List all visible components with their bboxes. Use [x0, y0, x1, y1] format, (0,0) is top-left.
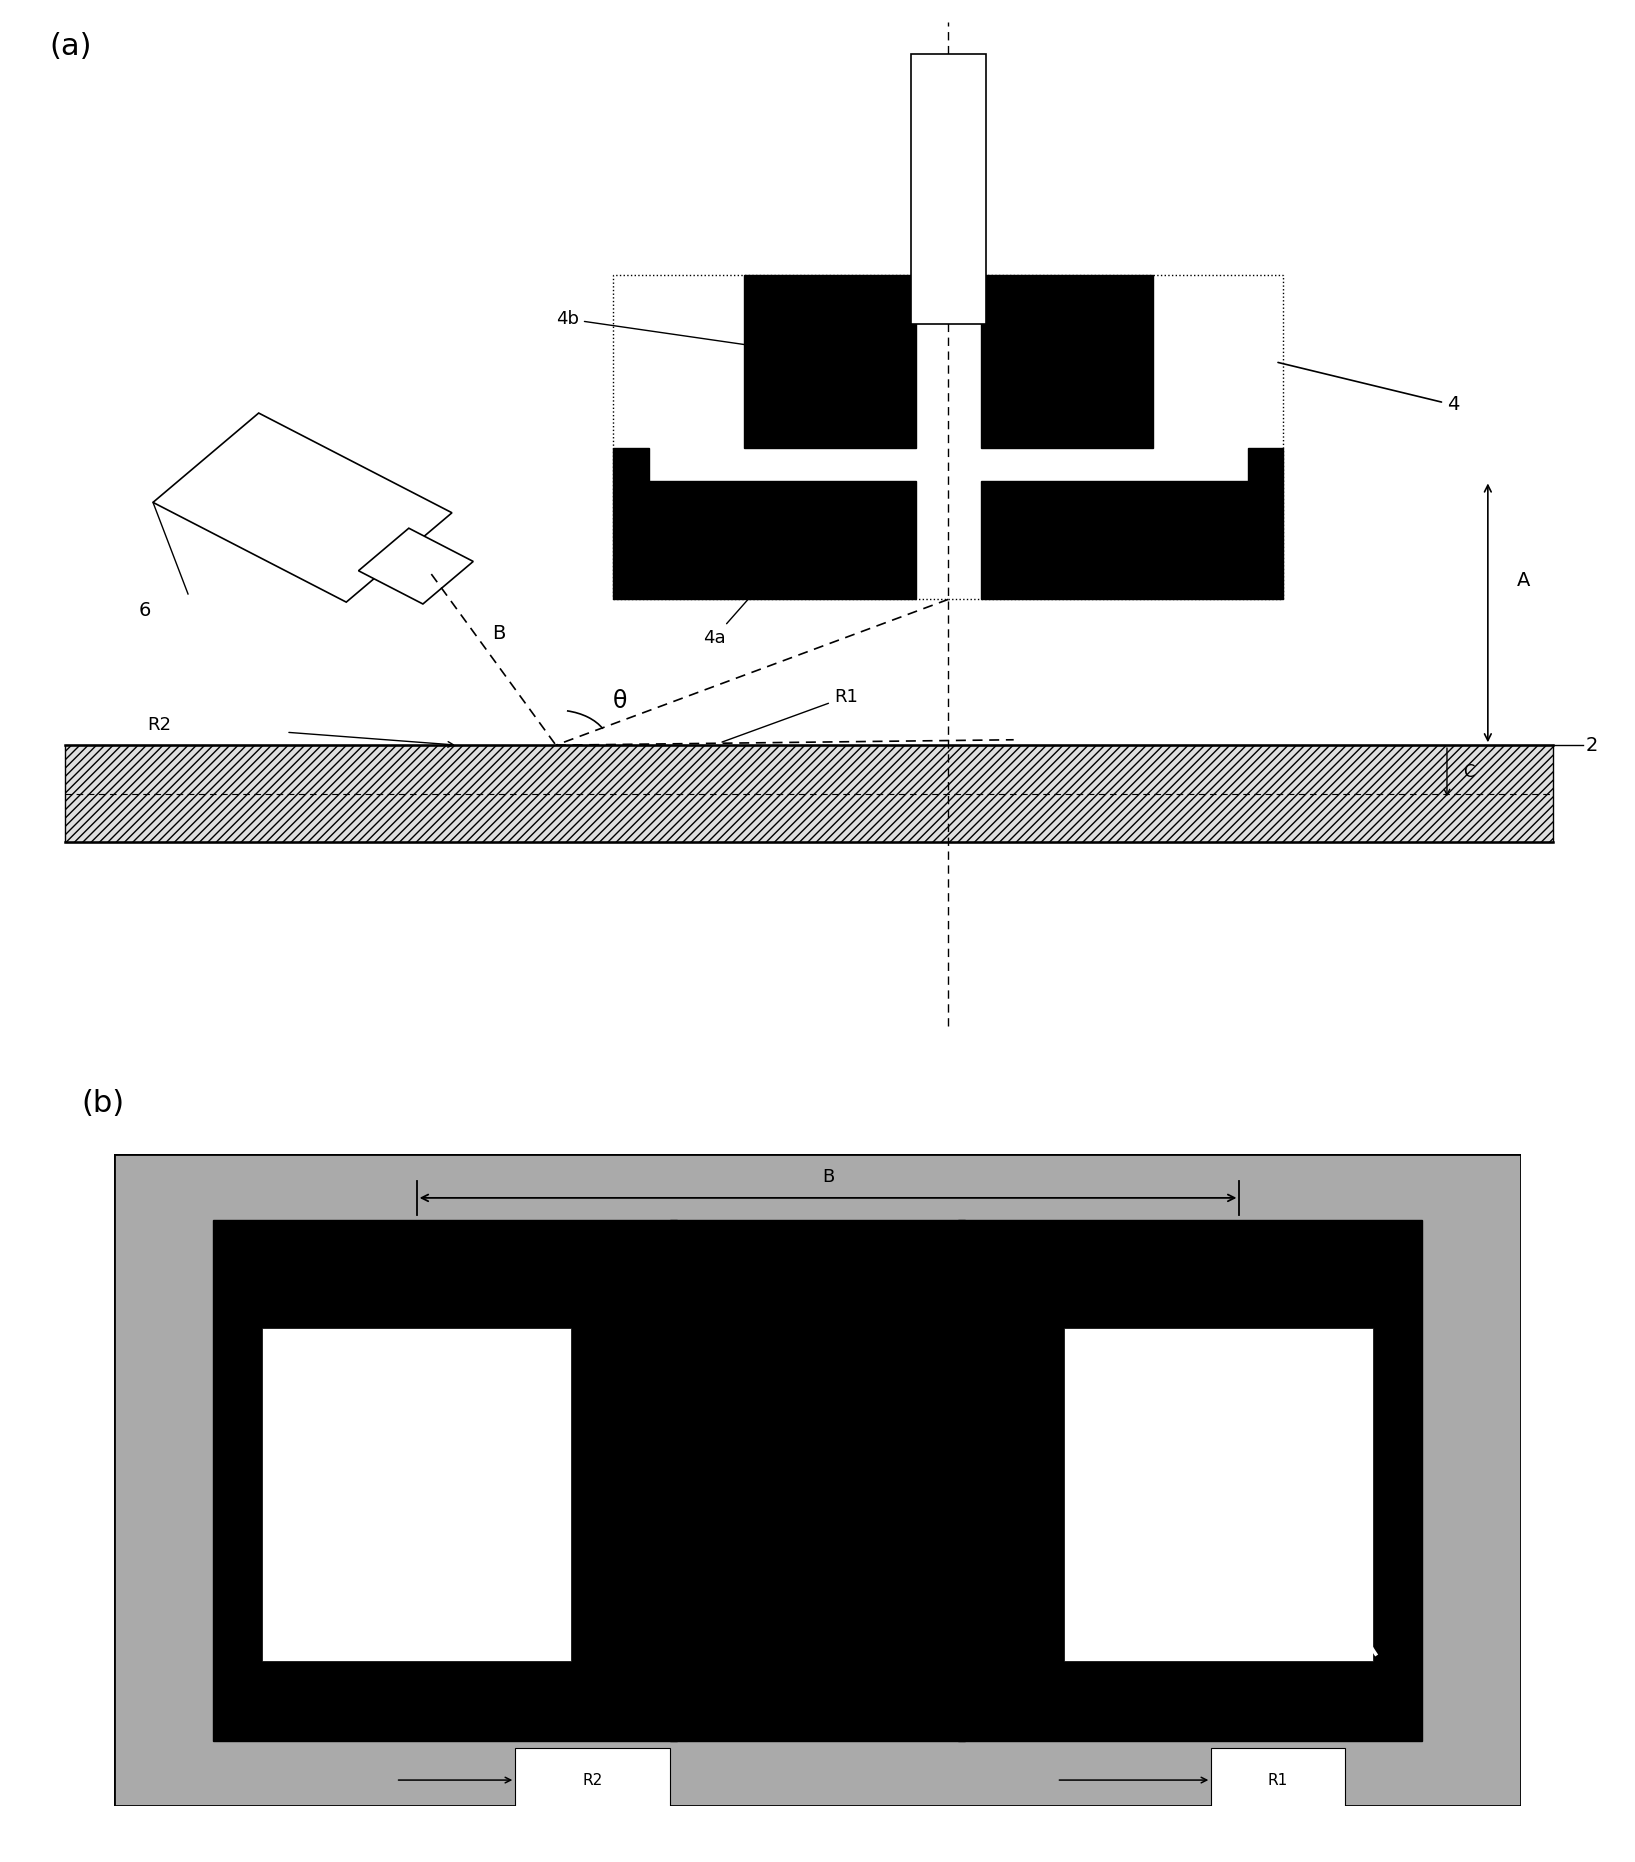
- Bar: [958, 1220, 1422, 1741]
- Bar: [65, 745, 1553, 842]
- Text: (b): (b): [82, 1089, 124, 1119]
- Text: θ: θ: [613, 689, 628, 713]
- Bar: [911, 54, 986, 324]
- Text: (a): (a): [49, 32, 92, 61]
- Bar: [1064, 1328, 1373, 1661]
- Polygon shape: [154, 413, 451, 601]
- Text: A: A: [1517, 572, 1530, 590]
- Bar: [1212, 1748, 1344, 1812]
- Polygon shape: [358, 529, 473, 603]
- Text: 5: 5: [984, 546, 1133, 581]
- Bar: [213, 1220, 677, 1741]
- Text: R1: R1: [1267, 1773, 1288, 1788]
- Text: R2: R2: [147, 717, 172, 734]
- Bar: [515, 1748, 670, 1812]
- Bar: [1248, 449, 1283, 480]
- Bar: [65, 745, 1553, 842]
- Bar: [613, 480, 916, 600]
- Text: 4b: 4b: [556, 309, 801, 352]
- Bar: [262, 1328, 572, 1661]
- Text: 2: 2: [1586, 735, 1599, 754]
- Bar: [613, 449, 649, 480]
- Text: R1: R1: [723, 687, 858, 743]
- Bar: [744, 276, 916, 449]
- Text: B: B: [492, 624, 505, 642]
- Bar: [613, 276, 1283, 600]
- Bar: [670, 1220, 965, 1741]
- Text: 4: 4: [1279, 363, 1460, 415]
- Text: 6: 6: [139, 601, 152, 620]
- Text: C: C: [1463, 763, 1475, 782]
- Text: 4a: 4a: [703, 566, 778, 646]
- Text: R2: R2: [582, 1773, 603, 1788]
- Text: B: B: [822, 1167, 834, 1186]
- Bar: [981, 480, 1283, 600]
- Bar: [981, 276, 1153, 449]
